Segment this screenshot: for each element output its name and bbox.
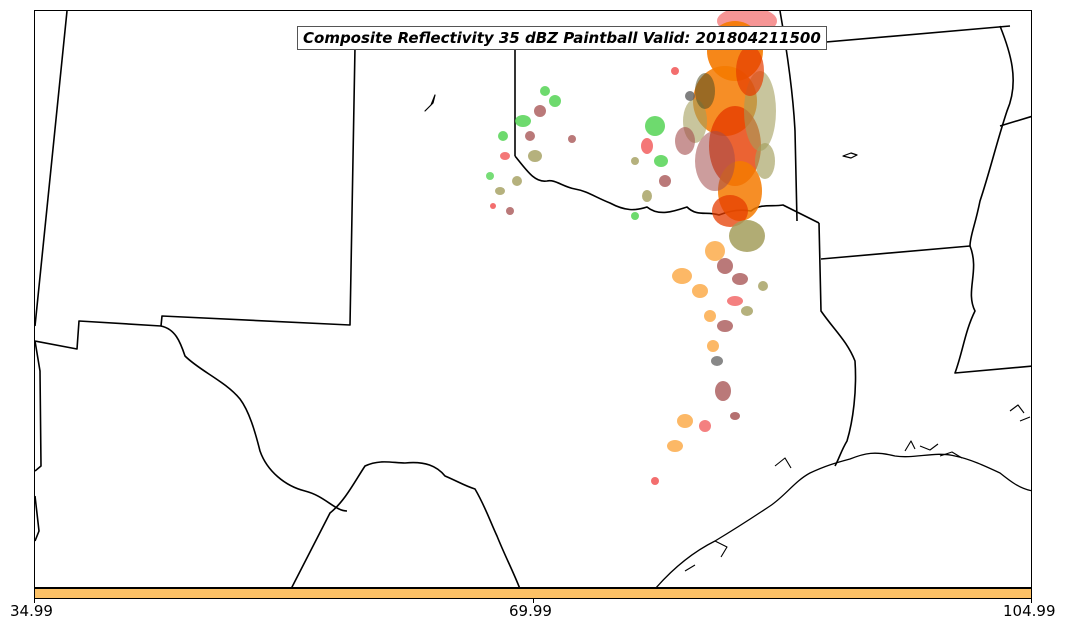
radar-echo — [534, 105, 546, 117]
border-co-west — [35, 11, 68, 327]
radar-echo — [730, 412, 740, 420]
colorbar-tick-label-min: 34.99 — [10, 602, 53, 620]
radar-echo — [498, 131, 508, 141]
radar-echo — [707, 340, 719, 352]
radar-echo — [525, 131, 535, 141]
radar-echo — [512, 176, 522, 186]
border-nm-east — [35, 46, 516, 350]
radar-echo — [755, 143, 775, 179]
radar-echo — [631, 157, 639, 165]
radar-echo — [736, 46, 764, 96]
radar-echo — [692, 284, 708, 298]
radar-echoes — [486, 11, 777, 485]
colorbar-tick-label-mid: 69.99 — [509, 602, 552, 620]
radar-echo — [712, 195, 748, 227]
radar-echo — [717, 320, 733, 332]
radar-echo — [677, 414, 693, 428]
colorbar-tick-mark — [533, 599, 534, 603]
radar-echo — [495, 187, 505, 195]
radar-echo — [717, 258, 733, 274]
radar-echo — [641, 138, 653, 154]
lake-ar — [842, 152, 858, 159]
radar-echo — [506, 207, 514, 215]
border-ms-al — [999, 115, 1031, 127]
radar-echo — [486, 172, 494, 180]
radar-echo — [645, 116, 665, 136]
border-ar-la — [820, 245, 971, 260]
radar-echo — [704, 310, 716, 322]
border-tx-nm-south — [160, 325, 348, 512]
map-title: Composite Reflectivity 35 dBZ Paintball … — [297, 26, 827, 50]
radar-echo — [500, 152, 510, 160]
radar-echo — [671, 67, 679, 75]
radar-echo — [695, 73, 715, 109]
colorbar-tick-label-max: 104.99 — [1003, 602, 1056, 620]
radar-echo — [651, 477, 659, 485]
radar-echo — [741, 306, 753, 316]
radar-echo — [528, 150, 542, 162]
border-mexico-west — [35, 340, 42, 542]
radar-echo — [549, 95, 561, 107]
lake-nm — [424, 94, 436, 112]
radar-echo — [699, 420, 711, 432]
radar-echo — [732, 273, 748, 285]
radar-echo — [729, 220, 765, 252]
radar-echo — [685, 91, 695, 101]
radar-echo — [675, 127, 695, 155]
map-canvas — [35, 11, 1031, 587]
radar-echo — [568, 135, 576, 143]
radar-echo — [490, 203, 496, 209]
coast-detail — [684, 404, 1031, 572]
mississippi-river — [969, 25, 1014, 247]
radar-echo — [711, 356, 723, 366]
state-borders — [35, 11, 1031, 587]
map-panel: Composite Reflectivity 35 dBZ Paintball … — [34, 10, 1032, 588]
radar-echo — [758, 281, 768, 291]
radar-echo — [715, 381, 731, 401]
border-tx-la — [818, 222, 857, 467]
radar-echo — [631, 212, 639, 220]
radar-echo — [705, 241, 725, 261]
radar-echo — [672, 268, 692, 284]
radar-echo — [667, 440, 683, 452]
radar-echo — [727, 296, 743, 306]
radar-echo — [515, 115, 531, 127]
rio-grande — [291, 461, 521, 587]
border-la-ms — [954, 245, 1031, 374]
radar-echo — [654, 155, 668, 167]
colorbar-tick-mark — [1031, 599, 1032, 603]
radar-echo — [659, 175, 671, 187]
red-river — [514, 155, 820, 224]
colorbar-tick-mark — [34, 599, 35, 603]
radar-echo — [695, 131, 735, 191]
radar-echo — [642, 190, 652, 202]
gulf-coast — [655, 452, 1031, 587]
colorbar — [34, 588, 1032, 599]
radar-echo — [540, 86, 550, 96]
